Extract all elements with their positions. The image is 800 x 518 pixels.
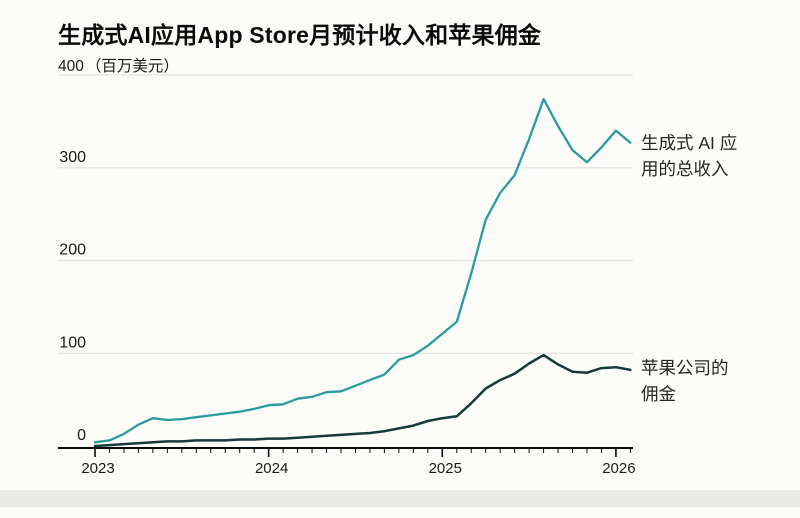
- revenue-line: [93, 97, 632, 444]
- annotation-commission-line1: 苹果公司的: [641, 358, 729, 378]
- x-tick-label-2023: 2023: [81, 460, 114, 477]
- y-tick-label-0: 0: [77, 427, 86, 444]
- annotation-revenue-line1: 生成式 AI 应: [641, 133, 738, 153]
- x-tick-label-2026: 2026: [602, 460, 635, 477]
- annotation-revenue-series: 生成式 AI 应 用的总收入: [641, 130, 763, 183]
- commission-line: [93, 353, 632, 448]
- annotation-revenue-line2: 用的总收入: [641, 159, 729, 180]
- annotation-commission-line2: 佣金: [641, 384, 676, 405]
- y-tick-label-200: 200: [59, 242, 86, 259]
- y-tick-label-300: 300: [59, 149, 86, 166]
- y-axis-top-label: 400 （百万美元）: [58, 54, 179, 76]
- x-tick-label-2024: 2024: [255, 460, 288, 477]
- y-axis-max-value: 400: [58, 58, 84, 75]
- y-axis-unit: （百万美元）: [85, 58, 179, 75]
- x-tick-label-2025: 2025: [429, 460, 462, 477]
- bottom-letterbox-strip: [0, 490, 800, 507]
- annotation-commission-series: 苹果公司的 佣金: [641, 355, 763, 408]
- chart-title: 生成式AI应用App Store月预计收入和苹果佣金: [58, 22, 542, 48]
- y-tick-label-100: 100: [59, 334, 86, 351]
